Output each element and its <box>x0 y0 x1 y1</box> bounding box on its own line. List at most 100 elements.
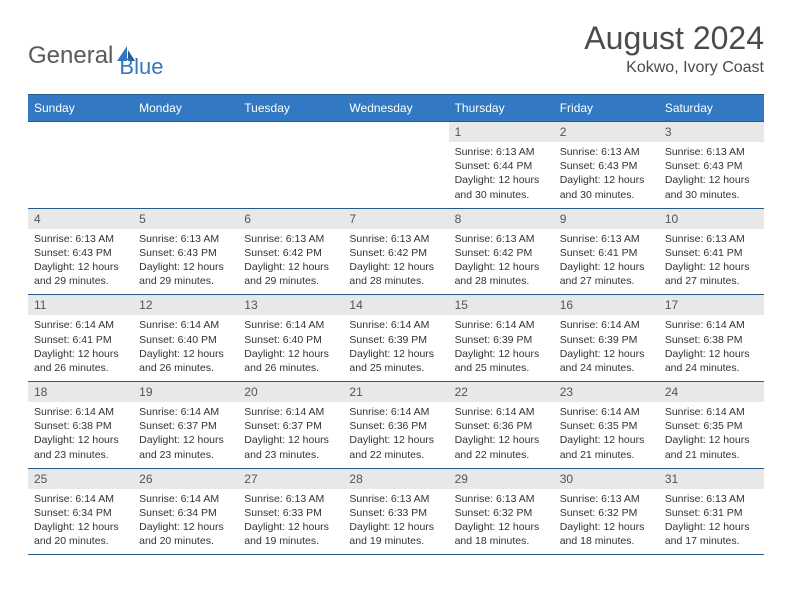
sunset-text: Sunset: 6:37 PM <box>139 419 232 433</box>
day-cell: 8Sunrise: 6:13 AMSunset: 6:42 PMDaylight… <box>449 208 554 295</box>
sunset-text: Sunset: 6:32 PM <box>560 506 653 520</box>
daylight-text: Daylight: 12 hours and 22 minutes. <box>349 433 442 461</box>
day-body: Sunrise: 6:13 AMSunset: 6:42 PMDaylight:… <box>238 229 343 295</box>
day-number: 26 <box>133 469 238 489</box>
day-body: Sunrise: 6:13 AMSunset: 6:41 PMDaylight:… <box>554 229 659 295</box>
daylight-text: Daylight: 12 hours and 25 minutes. <box>349 347 442 375</box>
sunset-text: Sunset: 6:43 PM <box>560 159 653 173</box>
day-cell: 6Sunrise: 6:13 AMSunset: 6:42 PMDaylight… <box>238 208 343 295</box>
day-body: Sunrise: 6:14 AMSunset: 6:38 PMDaylight:… <box>659 315 764 381</box>
day-number <box>343 122 448 140</box>
daylight-text: Daylight: 12 hours and 23 minutes. <box>139 433 232 461</box>
day-number: 18 <box>28 382 133 402</box>
daylight-text: Daylight: 12 hours and 24 minutes. <box>560 347 653 375</box>
sunrise-text: Sunrise: 6:14 AM <box>560 405 653 419</box>
sunrise-text: Sunrise: 6:13 AM <box>349 492 442 506</box>
daylight-text: Daylight: 12 hours and 24 minutes. <box>665 347 758 375</box>
sunset-text: Sunset: 6:34 PM <box>34 506 127 520</box>
sunrise-text: Sunrise: 6:14 AM <box>455 405 548 419</box>
week-row: 4Sunrise: 6:13 AMSunset: 6:43 PMDaylight… <box>28 208 764 295</box>
day-cell: 7Sunrise: 6:13 AMSunset: 6:42 PMDaylight… <box>343 208 448 295</box>
day-cell: 11Sunrise: 6:14 AMSunset: 6:41 PMDayligh… <box>28 295 133 382</box>
sunrise-text: Sunrise: 6:13 AM <box>665 492 758 506</box>
daylight-text: Daylight: 12 hours and 19 minutes. <box>244 520 337 548</box>
day-cell: 12Sunrise: 6:14 AMSunset: 6:40 PMDayligh… <box>133 295 238 382</box>
day-number: 7 <box>343 209 448 229</box>
sunset-text: Sunset: 6:38 PM <box>34 419 127 433</box>
sunset-text: Sunset: 6:34 PM <box>139 506 232 520</box>
daylight-text: Daylight: 12 hours and 20 minutes. <box>139 520 232 548</box>
sunrise-text: Sunrise: 6:13 AM <box>665 145 758 159</box>
day-body: Sunrise: 6:14 AMSunset: 6:37 PMDaylight:… <box>238 402 343 468</box>
sunrise-text: Sunrise: 6:14 AM <box>34 318 127 332</box>
page-subtitle: Kokwo, Ivory Coast <box>584 59 764 77</box>
day-number <box>28 122 133 140</box>
day-cell: 30Sunrise: 6:13 AMSunset: 6:32 PMDayligh… <box>554 468 659 555</box>
day-body: Sunrise: 6:14 AMSunset: 6:39 PMDaylight:… <box>449 315 554 381</box>
day-body: Sunrise: 6:13 AMSunset: 6:43 PMDaylight:… <box>554 142 659 208</box>
logo-text-general: General <box>28 42 113 70</box>
sunset-text: Sunset: 6:39 PM <box>455 333 548 347</box>
day-number: 2 <box>554 122 659 142</box>
daylight-text: Daylight: 12 hours and 19 minutes. <box>349 520 442 548</box>
sunrise-text: Sunrise: 6:14 AM <box>139 405 232 419</box>
weekday-header: Thursday <box>449 95 554 122</box>
sunset-text: Sunset: 6:42 PM <box>349 246 442 260</box>
day-number: 8 <box>449 209 554 229</box>
sunset-text: Sunset: 6:36 PM <box>349 419 442 433</box>
day-cell: 19Sunrise: 6:14 AMSunset: 6:37 PMDayligh… <box>133 382 238 469</box>
daylight-text: Daylight: 12 hours and 21 minutes. <box>560 433 653 461</box>
day-body: Sunrise: 6:14 AMSunset: 6:36 PMDaylight:… <box>449 402 554 468</box>
sunset-text: Sunset: 6:44 PM <box>455 159 548 173</box>
day-number: 22 <box>449 382 554 402</box>
sunset-text: Sunset: 6:43 PM <box>665 159 758 173</box>
day-cell: 13Sunrise: 6:14 AMSunset: 6:40 PMDayligh… <box>238 295 343 382</box>
sunset-text: Sunset: 6:41 PM <box>34 333 127 347</box>
daylight-text: Daylight: 12 hours and 17 minutes. <box>665 520 758 548</box>
day-number: 29 <box>449 469 554 489</box>
week-row: 1Sunrise: 6:13 AMSunset: 6:44 PMDaylight… <box>28 122 764 209</box>
day-cell: 23Sunrise: 6:14 AMSunset: 6:35 PMDayligh… <box>554 382 659 469</box>
day-body: Sunrise: 6:13 AMSunset: 6:31 PMDaylight:… <box>659 489 764 555</box>
day-number: 14 <box>343 295 448 315</box>
day-cell: 2Sunrise: 6:13 AMSunset: 6:43 PMDaylight… <box>554 122 659 209</box>
sunset-text: Sunset: 6:35 PM <box>665 419 758 433</box>
sunrise-text: Sunrise: 6:13 AM <box>665 232 758 246</box>
day-number: 21 <box>343 382 448 402</box>
sunrise-text: Sunrise: 6:13 AM <box>560 492 653 506</box>
daylight-text: Daylight: 12 hours and 30 minutes. <box>665 173 758 201</box>
sunrise-text: Sunrise: 6:13 AM <box>34 232 127 246</box>
day-body: Sunrise: 6:14 AMSunset: 6:35 PMDaylight:… <box>554 402 659 468</box>
daylight-text: Daylight: 12 hours and 30 minutes. <box>560 173 653 201</box>
day-number: 15 <box>449 295 554 315</box>
sunset-text: Sunset: 6:42 PM <box>455 246 548 260</box>
page-title: August 2024 <box>584 20 764 57</box>
calendar-table: Sunday Monday Tuesday Wednesday Thursday… <box>28 94 764 555</box>
sunrise-text: Sunrise: 6:14 AM <box>349 405 442 419</box>
sunrise-text: Sunrise: 6:13 AM <box>349 232 442 246</box>
day-body: Sunrise: 6:13 AMSunset: 6:32 PMDaylight:… <box>449 489 554 555</box>
day-cell: 10Sunrise: 6:13 AMSunset: 6:41 PMDayligh… <box>659 208 764 295</box>
day-number: 31 <box>659 469 764 489</box>
day-number: 16 <box>554 295 659 315</box>
day-body: Sunrise: 6:14 AMSunset: 6:37 PMDaylight:… <box>133 402 238 468</box>
sunset-text: Sunset: 6:41 PM <box>665 246 758 260</box>
day-cell <box>343 122 448 209</box>
day-body <box>238 140 343 149</box>
day-cell: 24Sunrise: 6:14 AMSunset: 6:35 PMDayligh… <box>659 382 764 469</box>
sunrise-text: Sunrise: 6:14 AM <box>244 318 337 332</box>
sunrise-text: Sunrise: 6:13 AM <box>244 232 337 246</box>
sunrise-text: Sunrise: 6:14 AM <box>349 318 442 332</box>
day-cell: 27Sunrise: 6:13 AMSunset: 6:33 PMDayligh… <box>238 468 343 555</box>
sunset-text: Sunset: 6:37 PM <box>244 419 337 433</box>
day-body: Sunrise: 6:14 AMSunset: 6:36 PMDaylight:… <box>343 402 448 468</box>
sunset-text: Sunset: 6:38 PM <box>665 333 758 347</box>
daylight-text: Daylight: 12 hours and 26 minutes. <box>139 347 232 375</box>
day-number: 25 <box>28 469 133 489</box>
daylight-text: Daylight: 12 hours and 23 minutes. <box>34 433 127 461</box>
day-body: Sunrise: 6:13 AMSunset: 6:42 PMDaylight:… <box>343 229 448 295</box>
day-number <box>133 122 238 140</box>
day-cell: 14Sunrise: 6:14 AMSunset: 6:39 PMDayligh… <box>343 295 448 382</box>
day-cell: 21Sunrise: 6:14 AMSunset: 6:36 PMDayligh… <box>343 382 448 469</box>
daylight-text: Daylight: 12 hours and 22 minutes. <box>455 433 548 461</box>
